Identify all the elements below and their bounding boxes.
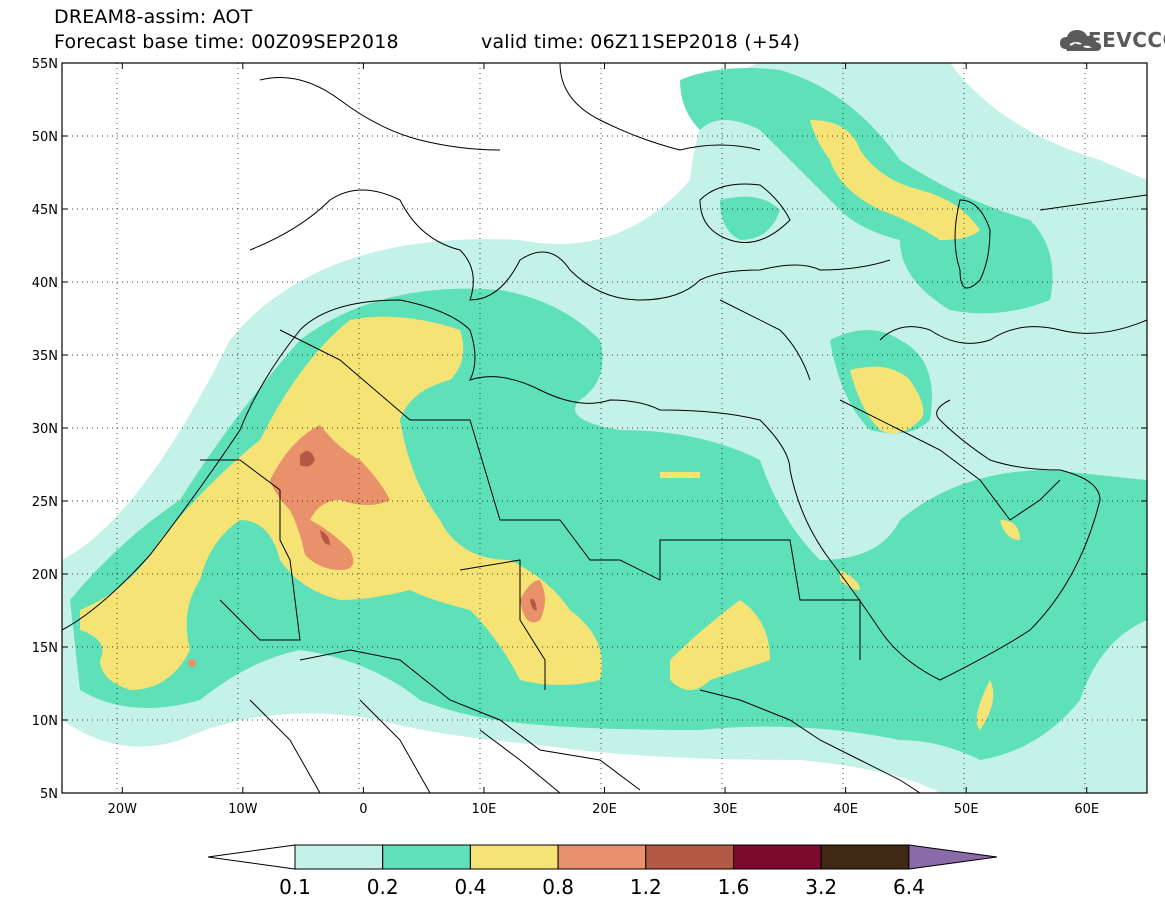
- colorbar-boxes: [207, 844, 997, 870]
- aot-level-1.2: [300, 451, 537, 611]
- colorbar-level-label: 0.4: [454, 875, 486, 899]
- colorbar-box: [382, 844, 471, 870]
- lon-label: 20W: [108, 802, 138, 817]
- lat-label: 40N: [32, 276, 58, 291]
- longitude-labels: 20W 10W 0 10E 20E 30E 40E 50E 60E: [108, 802, 1100, 817]
- base-time-label: Forecast base time: 00Z09SEP2018: [54, 31, 399, 53]
- coastlines: [62, 63, 1147, 793]
- colorbar-level-label: 0.2: [367, 875, 399, 899]
- colorbar-level-label: 6.4: [893, 875, 925, 899]
- lon-label: 30E: [713, 802, 738, 817]
- logo-text: SEEVCCC: [1073, 28, 1165, 52]
- lon-label: 50E: [954, 802, 979, 817]
- colorbar-box: [820, 844, 910, 870]
- colorbar-level-label: 1.2: [630, 875, 662, 899]
- lat-label: 10N: [32, 714, 58, 729]
- colorbar-level-label: 3.2: [805, 875, 837, 899]
- colorbar-box: [557, 844, 647, 870]
- colorbar-over-arrow: [908, 844, 997, 870]
- colorbar-box: [733, 844, 822, 870]
- axis-ticks: [62, 62, 1147, 794]
- lat-label: 5N: [40, 787, 58, 802]
- colorbar-box: [469, 844, 559, 870]
- colorbar-level-label: 0.8: [542, 875, 574, 899]
- colorbar-level-label: 0.1: [279, 875, 311, 899]
- lon-label: 60E: [1074, 802, 1099, 817]
- map-grid: [62, 63, 1147, 793]
- colorbar-level-label: 1.6: [718, 875, 750, 899]
- lat-label: 35N: [32, 349, 58, 364]
- lat-label: 55N: [32, 57, 58, 72]
- colorbar-box: [645, 844, 734, 870]
- lat-label: 30N: [32, 422, 58, 437]
- cloud-icon: [1060, 30, 1102, 51]
- lon-label: 20E: [592, 802, 617, 817]
- lat-label: 50N: [32, 130, 58, 145]
- latitude-labels: 55N 50N 45N 40N 35N 30N 25N 20N 15N 10N 5N: [32, 57, 58, 802]
- lon-label: 0: [359, 802, 367, 817]
- colorbar-labels: 0.1 0.2 0.4 0.8 1.2 1.6 3.2 6.4: [279, 875, 925, 899]
- lon-label: 10E: [472, 802, 497, 817]
- lat-label: 25N: [32, 495, 58, 510]
- map-area: [62, 63, 1147, 793]
- valid-time-label: valid time: 06Z11SEP2018 (+54): [481, 31, 801, 53]
- colorbar-under-arrow: [207, 844, 296, 870]
- colorbar-box: [294, 844, 384, 870]
- model-title: DREAM8-assim: AOT: [54, 6, 253, 28]
- lat-label: 15N: [32, 641, 58, 656]
- aot-level-0.4: [80, 120, 1020, 730]
- lat-label: 20N: [32, 568, 58, 583]
- lon-label: 40E: [833, 802, 858, 817]
- lat-label: 45N: [32, 203, 58, 218]
- lon-label: 10W: [228, 802, 258, 817]
